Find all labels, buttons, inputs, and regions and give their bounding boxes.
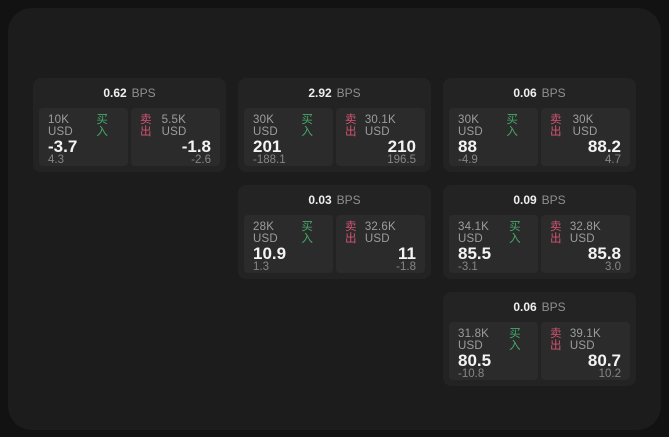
sell-tile[interactable]: 卖出 32.6K USD 11 -1.8: [336, 215, 425, 273]
bps-header: 0.09 BPS: [443, 185, 636, 215]
buy-size-label: 10K USD: [48, 114, 73, 138]
buy-delta: -10.8: [458, 368, 485, 380]
sell-price: 85.8: [587, 244, 621, 263]
buy-price: 201: [253, 137, 282, 156]
buy-tile[interactable]: 31.8K USD 买入 80.5 -10.8: [449, 322, 538, 380]
buy-side-label: 买入: [301, 221, 313, 245]
buy-side-label: 买入: [96, 114, 108, 138]
bps-unit: BPS: [131, 86, 156, 100]
sell-delta: 3.0: [605, 261, 621, 273]
buy-size-label: 30K USD: [458, 114, 483, 138]
sell-side-label: 卖出: [140, 114, 152, 138]
sell-delta: 10.2: [598, 368, 621, 380]
bps-value: 0.03: [308, 193, 332, 207]
price-card: 0.62 BPS 10K USD 买入 -3.7 4.3 卖出 5.5K USD…: [33, 78, 226, 172]
sell-side-label: 卖出: [550, 114, 562, 138]
price-card: 0.09 BPS 34.1K USD 买入 85.5 -3.1 卖出 32.8K…: [443, 185, 636, 279]
buy-tile[interactable]: 34.1K USD 买入 85.5 -3.1: [449, 215, 538, 273]
buy-side-label: 买入: [506, 114, 518, 138]
sell-size-label: 30.1K USD: [364, 114, 396, 138]
buy-delta: -4.9: [458, 154, 478, 166]
price-card: 2.92 BPS 30K USD 买入 201 -188.1 卖出 30.1K …: [238, 78, 431, 172]
buy-size-label: 34.1K USD: [458, 221, 490, 245]
buy-size-label: 30K USD: [253, 114, 278, 138]
sell-delta: -1.8: [396, 261, 416, 273]
buy-delta: 1.3: [253, 261, 269, 273]
buy-price: 85.5: [458, 244, 492, 263]
buy-price: 88: [458, 137, 477, 156]
buy-size-label: 28K USD: [253, 221, 278, 245]
bps-value: 2.92: [308, 86, 332, 100]
bps-header: 2.92 BPS: [238, 78, 431, 108]
buy-tile[interactable]: 30K USD 买入 88 -4.9: [449, 108, 538, 166]
sell-side-label: 卖出: [345, 114, 357, 138]
sell-side-label: 卖出: [345, 221, 357, 245]
bps-unit: BPS: [336, 193, 361, 207]
sell-size-label: 39.1K USD: [569, 328, 601, 352]
buy-delta: -188.1: [253, 154, 286, 166]
trading-panel: 0.62 BPS 10K USD 买入 -3.7 4.3 卖出 5.5K USD…: [8, 8, 661, 430]
buy-delta: 4.3: [48, 154, 64, 166]
sell-size-label: 32.8K USD: [569, 221, 601, 245]
buy-tile[interactable]: 30K USD 买入 201 -188.1: [244, 108, 333, 166]
buy-side-label: 买入: [301, 114, 313, 138]
sell-side-label: 卖出: [550, 328, 562, 352]
buy-side-label: 买入: [509, 221, 521, 245]
bps-value: 0.06: [513, 300, 537, 314]
bps-value: 0.09: [513, 193, 537, 207]
bps-value: 0.06: [513, 86, 537, 100]
bps-unit: BPS: [336, 86, 361, 100]
sell-price: 210: [387, 137, 416, 156]
buy-price: 10.9: [253, 244, 287, 263]
buy-size-label: 31.8K USD: [458, 328, 490, 352]
sell-price: 11: [398, 244, 416, 263]
bps-unit: BPS: [541, 86, 566, 100]
bps-header: 0.06 BPS: [443, 78, 636, 108]
sell-tile[interactable]: 卖出 30.1K USD 210 196.5: [336, 108, 425, 166]
price-card: 0.06 BPS 31.8K USD 买入 80.5 -10.8 卖出 39.1…: [443, 292, 636, 386]
bps-header: 0.62 BPS: [33, 78, 226, 108]
buy-tile[interactable]: 10K USD 买入 -3.7 4.3: [39, 108, 128, 166]
buy-side-label: 买入: [509, 328, 521, 352]
sell-delta: 196.5: [387, 154, 416, 166]
sell-price: -1.8: [181, 137, 211, 156]
sell-tile[interactable]: 卖出 32.8K USD 85.8 3.0: [541, 215, 630, 273]
sell-side-label: 卖出: [550, 221, 562, 245]
sell-size-label: 5.5K USD: [161, 114, 187, 138]
bps-header: 0.06 BPS: [443, 292, 636, 322]
sell-delta: 4.7: [605, 154, 621, 166]
bps-value: 0.62: [103, 86, 127, 100]
price-card: 0.06 BPS 30K USD 买入 88 -4.9 卖出 30K USD 8…: [443, 78, 636, 172]
sell-price: 88.2: [587, 137, 621, 156]
buy-price: -3.7: [48, 137, 78, 156]
bps-unit: BPS: [541, 193, 566, 207]
sell-tile[interactable]: 卖出 39.1K USD 80.7 10.2: [541, 322, 630, 380]
sell-price: 80.7: [587, 351, 621, 370]
buy-tile[interactable]: 28K USD 买入 10.9 1.3: [244, 215, 333, 273]
sell-delta: -2.6: [191, 154, 211, 166]
buy-price: 80.5: [458, 351, 492, 370]
bps-unit: BPS: [541, 300, 566, 314]
buy-delta: -3.1: [458, 261, 478, 273]
bps-header: 0.03 BPS: [238, 185, 431, 215]
sell-size-label: 30K USD: [572, 114, 598, 138]
sell-tile[interactable]: 卖出 5.5K USD -1.8 -2.6: [131, 108, 220, 166]
sell-tile[interactable]: 卖出 30K USD 88.2 4.7: [541, 108, 630, 166]
sell-size-label: 32.6K USD: [364, 221, 396, 245]
price-card: 0.03 BPS 28K USD 买入 10.9 1.3 卖出 32.6K US…: [238, 185, 431, 279]
